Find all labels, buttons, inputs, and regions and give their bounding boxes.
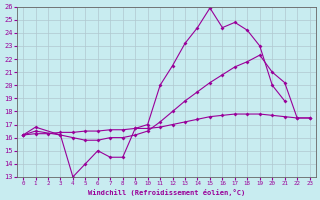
X-axis label: Windchill (Refroidissement éolien,°C): Windchill (Refroidissement éolien,°C) (88, 189, 245, 196)
